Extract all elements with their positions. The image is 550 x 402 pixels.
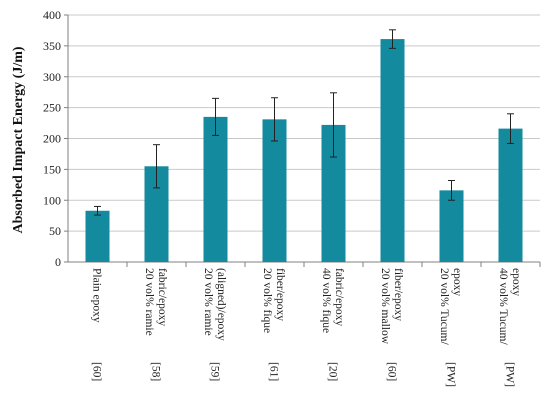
y-tick-label: 400 (43, 8, 61, 22)
bar (380, 39, 405, 262)
x-category-label: fabric/epoxy (333, 268, 345, 326)
y-tick-label: 250 (43, 101, 61, 115)
x-reference-label: [PW] (504, 362, 516, 387)
y-tick-label: 0 (55, 255, 61, 269)
x-reference-label: [60] (386, 362, 398, 381)
x-category-label: 40 vol% fique (320, 268, 332, 333)
y-tick-label: 300 (43, 70, 61, 84)
bars (85, 39, 523, 262)
x-category-label: 20 vol% mallow (379, 268, 391, 345)
x-category-label: fiber/epoxy (392, 268, 404, 321)
y-tick-label: 350 (43, 39, 61, 53)
y-axis-label: Absorbed Impact Energy (J/m) (11, 46, 26, 233)
x-reference-label: [PW] (445, 362, 457, 387)
x-reference-label: [61] (268, 362, 280, 381)
gridlines (68, 14, 540, 232)
y-tick-label: 100 (43, 193, 61, 207)
x-reference-label: [60] (91, 362, 103, 381)
x-reference-label: [59] (209, 362, 221, 381)
error-bars (94, 29, 514, 216)
bar (498, 128, 523, 262)
x-category-label: 20 vol% ramie (202, 268, 214, 336)
axes (64, 14, 541, 267)
x-category-label: 20 vol% Tucum/ (438, 268, 450, 345)
bar (262, 119, 287, 262)
y-tick-label: 50 (49, 224, 61, 238)
x-category-label: 20 vol% ramie (143, 268, 155, 336)
x-category-label: 20 vol% fique (261, 268, 273, 333)
x-category-label: epoxy (451, 268, 463, 296)
x-category-label: (aligned)/epoxy (215, 268, 227, 341)
x-reference-label: [20] (327, 362, 339, 381)
x-category-label: fiber/epoxy (274, 268, 286, 321)
bar (203, 116, 228, 262)
x-category-label: Plain epoxy (91, 268, 103, 323)
x-reference-label: [58] (150, 362, 162, 381)
x-category-label: fabric/epoxy (156, 268, 168, 326)
y-tick-label: 200 (43, 132, 61, 146)
y-tick-labels: 0 50 100 150 200 250 300 350 400 (43, 8, 61, 269)
x-category-label: 40 vol% Tucum/ (497, 268, 509, 345)
x-category-label: epoxy (510, 268, 522, 296)
y-tick-label: 150 (43, 162, 61, 176)
x-category-labels: Plain epoxy[60]20 vol% ramie fabric/epoxy… (91, 268, 523, 387)
bar (439, 190, 464, 262)
bar (85, 210, 110, 262)
